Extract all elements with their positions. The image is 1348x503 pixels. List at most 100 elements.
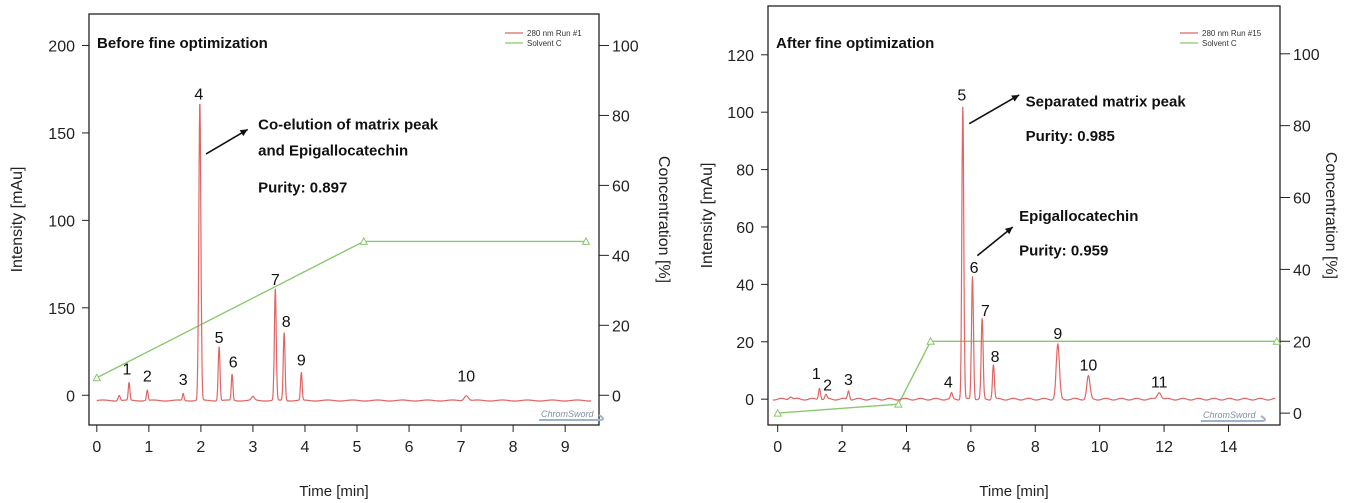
- watermark-swoosh: [539, 414, 604, 421]
- x-axis-label: Time [min]: [299, 483, 368, 500]
- gradient-line: [777, 340, 1277, 414]
- plot-frame: [88, 13, 600, 426]
- x-tick-label: 4: [902, 439, 911, 456]
- chart-title: Before fine optimization: [97, 35, 268, 52]
- x-tick-label: 8: [1031, 439, 1040, 456]
- y2-tick-label: 20: [612, 318, 630, 335]
- y2-tick-label: 40: [612, 248, 630, 265]
- peak-label: 4: [194, 87, 203, 104]
- annotation-arrow: [205, 128, 249, 155]
- peak-label: 10: [457, 368, 475, 385]
- peak-label: 5: [215, 330, 224, 347]
- y-tick-label: 20: [736, 335, 754, 352]
- annotation-text: Purity: 0.959: [1019, 243, 1108, 260]
- peak-label: 2: [143, 368, 152, 385]
- x-tick-label: 2: [838, 439, 847, 456]
- gradient-point: [359, 236, 369, 245]
- x-axis-label: Time [min]: [979, 483, 1048, 500]
- x-tick-label: 14: [1220, 439, 1238, 456]
- x-tick-label: 1: [144, 439, 153, 456]
- y2-tick-label: 80: [1293, 119, 1311, 136]
- legend-entry-chromatogram: 280 nm Run #15: [1202, 29, 1262, 38]
- annotation-arrowhead: [1004, 226, 1013, 235]
- peak-label: 1: [123, 361, 132, 378]
- legend-entry-chromatogram: 280 nm Run #1: [527, 29, 582, 38]
- x-tick-label: 9: [561, 439, 570, 456]
- y2-tick-label: 20: [1293, 334, 1311, 351]
- peak-label: 9: [297, 353, 306, 370]
- y-tick-label: 40: [736, 277, 754, 294]
- legend-entry-gradient: Solvent C: [527, 39, 562, 48]
- legend-entry-gradient: Solvent C: [1202, 39, 1237, 48]
- y-axis-label: Intensity [mAu]: [9, 167, 26, 273]
- y2-axis-label: Concentration [%]: [655, 156, 672, 283]
- peak-label: 2: [823, 378, 832, 395]
- gradient-point: [581, 236, 591, 245]
- y-tick-label: 120: [727, 48, 754, 65]
- y2-tick-label: 60: [612, 178, 630, 195]
- annotation-text: and Epigallocatechin: [258, 143, 408, 160]
- y-tick-label: 150: [48, 126, 75, 143]
- y2-tick-label: 60: [1293, 191, 1311, 208]
- x-tick-label: 3: [248, 439, 257, 456]
- peak-label: 11: [1151, 375, 1168, 392]
- peak-label: 1: [812, 366, 821, 383]
- watermark-text: ChromSword: [1203, 410, 1257, 420]
- y-tick-label: 200: [48, 38, 75, 55]
- y-tick-label: 80: [736, 163, 754, 180]
- x-tick-label: 12: [1155, 439, 1173, 456]
- watermark-swoosh: [1201, 415, 1266, 422]
- y-tick-label: 100: [727, 105, 754, 122]
- annotation-arrow: [968, 94, 1020, 125]
- watermark-text: ChromSword: [541, 409, 595, 419]
- gradient-point: [773, 408, 782, 417]
- peak-label: 6: [229, 354, 238, 371]
- y-tick-label: 150: [48, 301, 75, 318]
- gradient-point: [92, 373, 102, 382]
- y2-tick-label: 100: [1293, 47, 1320, 64]
- chromatogram-line: [772, 106, 1276, 401]
- chart-after-optimization: 0 2 4 6 8 10 12 14020406080100120020406080100Ti…: [699, 5, 1339, 500]
- y2-tick-label: 80: [612, 108, 630, 125]
- x-tick-label: 8: [509, 439, 518, 456]
- x-tick-label: 6: [405, 439, 414, 456]
- gradient-line: [96, 240, 586, 379]
- gradient-point: [926, 336, 935, 345]
- y-tick-label: 0: [745, 392, 754, 409]
- y2-tick-label: 0: [1293, 406, 1302, 423]
- x-tick-label: 6: [966, 439, 975, 456]
- annotation-arrowhead: [239, 129, 248, 137]
- gradient-point: [1272, 336, 1282, 345]
- x-tick-label: 0: [92, 439, 101, 456]
- y2-tick-label: 100: [612, 38, 639, 55]
- peak-label: 8: [282, 314, 291, 331]
- y-tick-label: 60: [736, 220, 754, 237]
- annotation-arrowhead: [1011, 94, 1020, 102]
- x-tick-label: 2: [196, 439, 205, 456]
- peak-label: 6: [970, 260, 979, 277]
- y-axis-label: Intensity [mAu]: [699, 163, 716, 269]
- chart-before-optimization: 0 1 2 3 4 5 6 7 8 90150100150200020406080100Time …: [9, 13, 672, 500]
- x-tick-label: 0: [773, 439, 782, 456]
- peak-label: 4: [944, 375, 953, 392]
- x-tick-label: 4: [301, 439, 310, 456]
- gradient-point: [894, 399, 903, 408]
- peak-label: 3: [844, 372, 853, 389]
- annotation-text: Co-elution of matrix peak: [258, 116, 439, 133]
- peak-label: 7: [981, 303, 990, 320]
- peak-label: 5: [957, 88, 966, 105]
- y-tick-label: 0: [66, 388, 75, 405]
- peak-label: 7: [271, 272, 280, 289]
- annotation-text: Purity: 0.897: [258, 179, 347, 196]
- chart-title: After fine optimization: [776, 35, 934, 52]
- y-tick-label: 100: [48, 213, 75, 230]
- y2-axis-label: Concentration [%]: [1322, 152, 1339, 279]
- annotation-text: Separated matrix peak: [1026, 93, 1187, 110]
- annotation-arrow: [976, 226, 1014, 257]
- x-tick-label: 10: [1091, 439, 1109, 456]
- peak-label: 9: [1053, 326, 1062, 343]
- x-tick-label: 5: [353, 439, 362, 456]
- peak-label: 8: [991, 349, 1000, 366]
- annotation-text: Purity: 0.985: [1026, 128, 1115, 145]
- y2-tick-label: 0: [612, 388, 621, 405]
